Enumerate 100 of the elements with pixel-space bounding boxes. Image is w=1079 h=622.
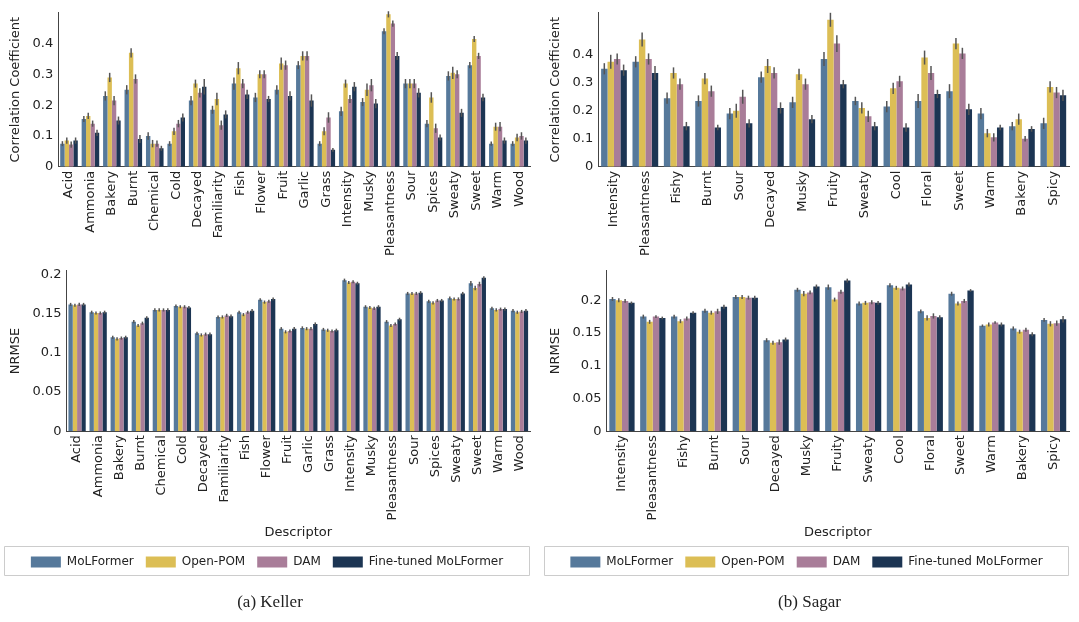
x-tick-label: Burnt — [131, 435, 147, 471]
x-tick-label: Cold — [173, 435, 189, 465]
x-tick-label: Intensity — [342, 434, 358, 492]
x-tick-label: Sweet — [950, 170, 966, 211]
x-tick-label: Sweaty — [859, 434, 875, 483]
x-tick-label: Pleasantness — [382, 170, 397, 257]
x-tick-label: Grass — [321, 434, 337, 473]
y-axis-title: NRMSE — [7, 327, 23, 375]
x-tick-label: Fish — [236, 435, 252, 461]
x-tick-label: Flower — [258, 434, 274, 479]
x-tick-label: Spices — [424, 170, 440, 213]
x-tick-label: Wood — [510, 170, 526, 207]
x-tick-label: Chemical — [152, 435, 168, 496]
x-tick-label: Fish — [231, 170, 247, 196]
y-tick-label: 0.15 — [572, 324, 602, 340]
x-tick-label: Fishy — [675, 434, 690, 468]
x-tick-label: Grass — [317, 170, 333, 208]
x-tick-label: Sour — [730, 170, 746, 201]
x-tick-label: Fruit — [274, 170, 290, 200]
x-tick-label: Sweet — [952, 435, 968, 476]
x-tick-label: Warm — [981, 170, 997, 209]
x-tick-label: Fruity — [825, 170, 841, 208]
y-tick-label: 0.2 — [580, 291, 602, 307]
y-tick-label: 0.4 — [572, 46, 594, 62]
legend-label: Open-POM — [181, 554, 246, 569]
y-tick-label: 0.1 — [32, 127, 54, 143]
y-tick-label: 0.3 — [572, 74, 594, 90]
x-tick-label: Warm — [983, 435, 999, 473]
legend-label: MoLFormer — [606, 554, 674, 569]
x-tick-label: Spices — [426, 434, 442, 478]
x-tick-label: Floral — [919, 170, 935, 207]
x-tick-label: Warm — [489, 170, 505, 209]
x-tick-label: Cold — [167, 170, 183, 200]
y-tick-label: 0.1 — [572, 130, 594, 146]
x-tick-label: Acid — [68, 435, 84, 463]
x-tick-label: Chemical — [146, 170, 162, 232]
x-tick-label: Musky — [360, 170, 376, 212]
x-tick-label: Sweaty — [856, 170, 872, 219]
y-tick-label: 0 — [53, 422, 62, 438]
x-tick-label: Burnt — [699, 170, 715, 207]
x-tick-label: Pleasantness — [384, 434, 400, 521]
x-tick-label: Ammonia — [81, 170, 97, 233]
y-tick-label: 0.4 — [32, 34, 54, 50]
x-tick-label: Fruit — [279, 435, 295, 464]
x-tick-label: Sweaty — [446, 170, 462, 219]
x-tick-label: Spicy — [1044, 170, 1060, 206]
x-tick-label: Bakery — [103, 170, 119, 216]
legend-label: Fine-tuned MoLFormer — [368, 554, 504, 569]
y-tick-label: 0.05 — [32, 383, 62, 399]
x-tick-label: Intensity — [339, 170, 355, 228]
x-tick-label: Decayed — [194, 435, 210, 493]
x-tick-label: Bakery — [1014, 434, 1030, 481]
x-tick-label: Fishy — [668, 170, 684, 204]
y-axis-title: NRMSE — [547, 327, 563, 375]
x-tick-label: Decayed — [767, 435, 783, 493]
y-tick-label: 0.05 — [572, 389, 602, 405]
x-tick-label: Familiarity — [210, 170, 226, 239]
x-tick-label: Spicy — [1044, 434, 1060, 471]
x-tick-label: Pleasantness — [636, 170, 652, 257]
x-tick-label: Bakery — [1013, 170, 1029, 216]
x-tick-label: Musky — [798, 434, 814, 477]
legend-label: DAM — [293, 554, 321, 569]
legend-label: DAM — [832, 554, 861, 569]
y-tick-label: 0.1 — [580, 357, 602, 373]
x-tick-label: Fruity — [829, 434, 845, 472]
x-tick-label: Warm — [489, 435, 505, 473]
y-tick-label: 0.2 — [572, 102, 594, 118]
text: (b) Sagar — [777, 592, 842, 612]
y-tick-label: 0 — [584, 158, 594, 174]
x-tick-label: Bakery — [110, 434, 126, 481]
y-tick-label: 0 — [44, 158, 54, 174]
x-tick-label: Intensity — [613, 434, 629, 492]
x-tick-label: Burnt — [124, 170, 140, 207]
x-tick-label: Garlic — [300, 435, 316, 473]
x-tick-label: Familiarity — [215, 434, 231, 503]
y-tick-label: 0.15 — [32, 305, 62, 321]
x-tick-label: Intensity — [605, 170, 621, 228]
x-tick-label: Burnt — [705, 435, 721, 471]
y-tick-label: 0 — [593, 422, 602, 438]
y-tick-label: 0.2 — [32, 96, 54, 112]
legend-label: Fine-tuned MoLFormer — [908, 554, 1043, 569]
x-tick-label: Decayed — [189, 170, 205, 228]
x-tick-label: Sweet — [468, 435, 484, 476]
y-axis-title: Correlation Coefficient — [547, 17, 563, 163]
legend-label: Open-POM — [721, 554, 785, 569]
y-tick-label: 0.1 — [40, 344, 62, 360]
x-tick-label: Musky — [793, 170, 809, 212]
text: (a) Keller — [236, 592, 304, 612]
y-tick-label: 0.2 — [40, 266, 62, 282]
x-tick-label: Sour — [736, 434, 752, 465]
x-tick-label: Decayed — [762, 170, 778, 228]
x-tick-label: Wood — [510, 435, 526, 472]
x-tick-label: Musky — [363, 434, 379, 477]
x-tick-label: Sour — [405, 434, 421, 465]
y-axis-title: Correlation Coefficient — [7, 17, 23, 163]
x-tick-label: Acid — [60, 170, 76, 199]
x-tick-label: Flower — [253, 170, 269, 214]
x-tick-label: Garlic — [296, 170, 312, 209]
y-tick-label: 0.3 — [32, 65, 54, 81]
x-tick-label: Sweaty — [447, 434, 463, 483]
